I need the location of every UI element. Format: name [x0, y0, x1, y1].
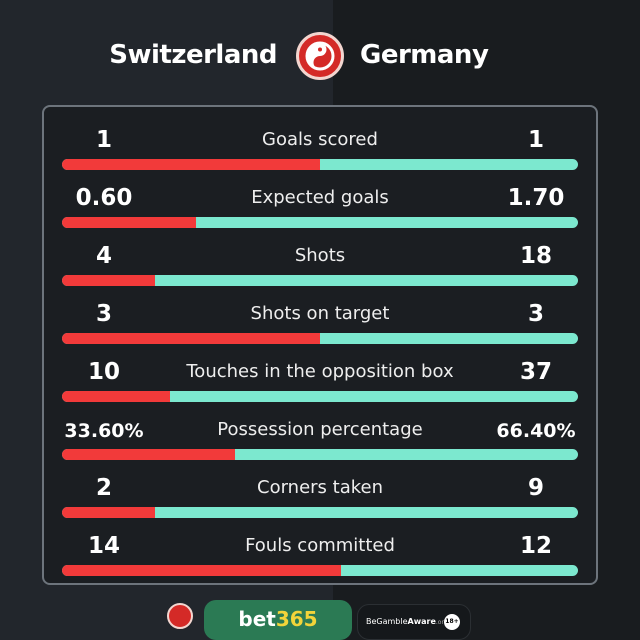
match-header: Switzerland Germany — [0, 30, 640, 84]
stat-row: 1 Goals scored 1 — [62, 115, 578, 173]
bet365-text: bet — [238, 607, 276, 631]
home-share-fill — [62, 565, 341, 576]
stat-label: Goals scored — [262, 129, 378, 150]
comparison-bar — [62, 449, 578, 460]
away-value: 1 — [527, 127, 544, 153]
stat-label: Touches in the opposition box — [186, 361, 454, 382]
away-value: 3 — [527, 301, 544, 327]
stats-panel: 1 Goals scored 1 0.60 Expected goals 1.7… — [42, 105, 598, 585]
home-share-fill — [62, 449, 236, 460]
comparison-bar — [62, 507, 578, 518]
home-value: 1 — [95, 127, 112, 153]
age-18-badge: 18+ — [444, 614, 460, 630]
away-value: 1.70 — [507, 185, 565, 211]
comparison-bar — [62, 159, 578, 170]
away-team-name: Germany — [360, 40, 489, 70]
stat-label: Expected goals — [251, 187, 389, 208]
home-value: 10 — [87, 359, 120, 385]
home-share-fill — [62, 217, 197, 228]
home-share-fill — [62, 507, 155, 518]
comparison-bar — [62, 565, 578, 576]
home-team-name: Switzerland — [109, 40, 277, 70]
home-value: 3 — [95, 301, 112, 327]
bet365-banner[interactable]: bet365 — [204, 600, 352, 640]
stat-label: Shots on target — [250, 303, 390, 324]
brand-logo-icon — [296, 32, 344, 80]
stat-label: Shots — [294, 245, 346, 266]
stat-row: 33.60% Possession percentage 66.40% — [62, 405, 578, 463]
away-value: 9 — [527, 475, 544, 501]
comparison-bar — [62, 391, 578, 402]
stat-row: 0.60 Expected goals 1.70 — [62, 173, 578, 231]
stat-label: Fouls committed — [245, 535, 395, 556]
comparison-bar — [62, 275, 578, 286]
footer: bet365 BeGambleAware.org 18+ — [0, 600, 640, 640]
stat-row: 2 Corners taken 9 — [62, 463, 578, 521]
gamble-text: BeGamble — [366, 617, 408, 626]
comparison-bar — [62, 217, 578, 228]
stat-label: Corners taken — [257, 477, 383, 498]
home-share-fill — [62, 333, 320, 344]
stat-row: 14 Fouls committed 12 — [62, 521, 578, 579]
home-share-fill — [62, 275, 155, 286]
comparison-bar — [62, 333, 578, 344]
stat-row: 10 Touches in the opposition box 37 — [62, 347, 578, 405]
away-value: 37 — [519, 359, 552, 385]
home-value: 2 — [95, 475, 112, 501]
stat-row: 4 Shots 18 — [62, 231, 578, 289]
home-value: 0.60 — [75, 185, 133, 211]
home-value: 4 — [95, 243, 112, 269]
org-text: .org — [435, 619, 448, 626]
home-value: 33.60% — [64, 420, 144, 442]
away-value: 18 — [519, 243, 552, 269]
brand-logo-icon — [167, 603, 193, 629]
stat-label: Possession percentage — [217, 419, 423, 440]
home-value: 14 — [87, 533, 120, 559]
begambleaware-badge[interactable]: BeGambleAware.org 18+ — [357, 604, 471, 640]
aware-text: Aware — [407, 617, 436, 626]
home-share-fill — [62, 391, 171, 402]
away-value: 66.40% — [496, 420, 576, 442]
bet365-number: 365 — [275, 607, 318, 631]
stat-row: 3 Shots on target 3 — [62, 289, 578, 347]
home-share-fill — [62, 159, 320, 170]
away-value: 12 — [519, 533, 552, 559]
